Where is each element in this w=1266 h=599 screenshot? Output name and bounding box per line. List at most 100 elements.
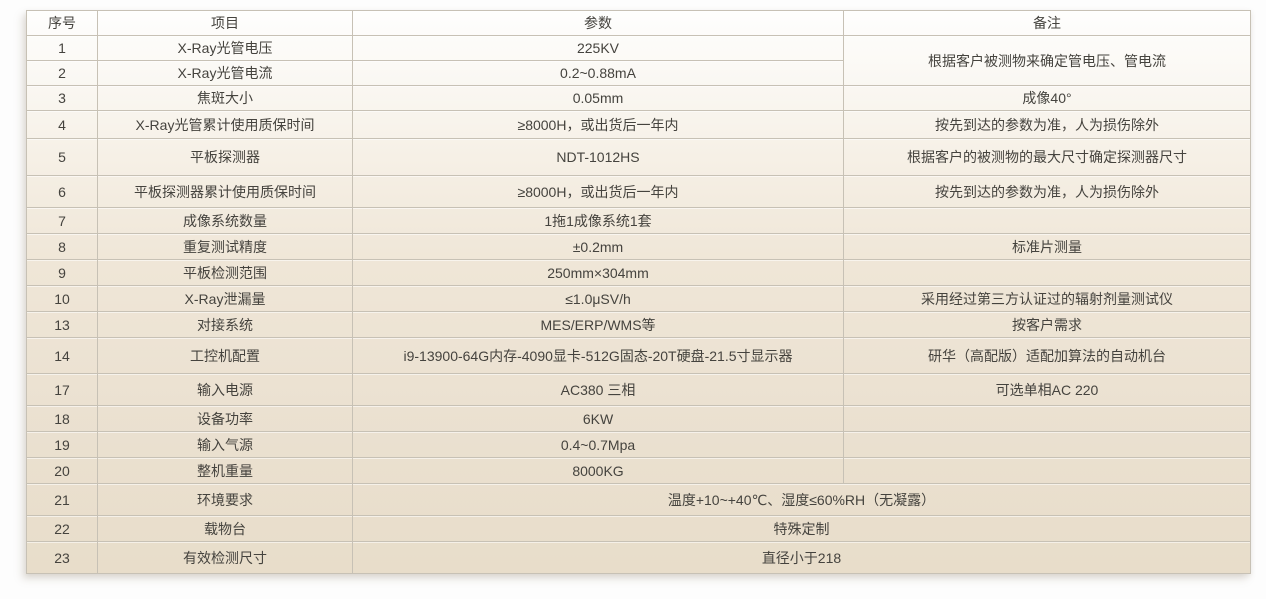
row-number-cell: 5 [26,138,98,176]
param-cell: 6KW [352,405,844,432]
param-cell: 0.05mm [352,85,844,111]
table-row: 21 环境要求 温度+10~+40℃、湿度≤60%RH（无凝露） [26,483,1251,516]
param-cell: 250mm×304mm [352,259,844,286]
row-number-cell: 2 [26,60,98,86]
table-row: 2 X-Ray光管电流 0.2~0.88mA [26,60,1251,86]
param-cell: 8000KG [352,457,844,484]
header-row: 序号 项目 参数 备注 [26,10,1251,36]
row-number-cell: 9 [26,259,98,286]
item-cell: 平板探测器 [97,138,353,176]
item-cell: 焦斑大小 [97,85,353,111]
col-header-item: 项目 [97,10,353,36]
param-cell: 1拖1成像系统1套 [352,207,844,234]
table-row: 9 平板检测范围 250mm×304mm [26,259,1251,286]
param-cell: i9-13900-64G内存-4090显卡-512G固态-20T硬盘-21.5寸… [352,337,844,374]
table-row: 22 载物台 特殊定制 [26,515,1251,542]
row-number-cell: 17 [26,373,98,406]
row-number-cell: 22 [26,515,98,542]
remark-cell: 按客户需求 [843,311,1251,338]
param-cell: ≤1.0μSV/h [352,285,844,312]
row-number-cell: 7 [26,207,98,234]
table-row: 13 对接系统 MES/ERP/WMS等 按客户需求 [26,311,1251,338]
param-cell: 温度+10~+40℃、湿度≤60%RH（无凝露） [352,483,1251,516]
table-row: 17 输入电源 AC380 三相 可选单相AC 220 [26,373,1251,406]
remark-cell [843,259,1251,286]
param-cell: MES/ERP/WMS等 [352,311,844,338]
table-row: 6 平板探测器累计使用质保时间 ≥8000H，或出货后一年内 按先到达的参数为准，人为… [26,175,1251,208]
remark-cell [843,207,1251,234]
col-header-remark: 备注 [843,10,1251,36]
remark-cell: 根据客户被测物来确定管电压、管电流 [843,35,1251,86]
item-cell: 成像系统数量 [97,207,353,234]
remark-cell [843,405,1251,432]
param-cell: 特殊定制 [352,515,1251,542]
row-number-cell: 4 [26,110,98,139]
param-cell: 0.2~0.88mA [352,60,844,86]
remark-cell: 按先到达的参数为准，人为损伤除外 [843,175,1251,208]
remark-cell: 可选单相AC 220 [843,373,1251,406]
row-number-cell: 8 [26,233,98,260]
item-cell: 载物台 [97,515,353,542]
remark-cell: 根据客户的被测物的最大尺寸确定探测器尺寸 [843,138,1251,176]
row-number-cell: 3 [26,85,98,111]
param-cell: AC380 三相 [352,373,844,406]
param-cell: 0.4~0.7Mpa [352,431,844,458]
remark-cell: 标准片测量 [843,233,1251,260]
row-number-cell: 20 [26,457,98,484]
row-number-cell: 19 [26,431,98,458]
remark-cell: 成像40° [843,85,1251,111]
item-cell: X-Ray光管电流 [97,60,353,86]
item-cell: 重复测试精度 [97,233,353,260]
param-cell: 225KV [352,35,844,61]
table-row: 19 输入气源 0.4~0.7Mpa [26,431,1251,458]
row-number-cell: 21 [26,483,98,516]
param-cell: ±0.2mm [352,233,844,260]
spec-table: 序号 项目 参数 备注 1 X-Ray光管电压 225KV 根据客户被测物来确定管电压… [26,10,1251,574]
param-cell: 直径小于218 [352,541,1251,574]
table-row: 10 X-Ray泄漏量 ≤1.0μSV/h 采用经过第三方认证过的辐射剂量测试仪 [26,285,1251,312]
remark-cell [843,457,1251,484]
row-number-cell: 13 [26,311,98,338]
table-row: 3 焦斑大小 0.05mm 成像40° [26,85,1251,111]
row-number-cell: 6 [26,175,98,208]
table-row: 7 成像系统数量 1拖1成像系统1套 [26,207,1251,234]
item-cell: X-Ray光管累计使用质保时间 [97,110,353,139]
param-cell: ≥8000H，或出货后一年内 [352,110,844,139]
item-cell: 输入气源 [97,431,353,458]
table-row: 5 平板探测器 NDT-1012HS 根据客户的被测物的最大尺寸确定探测器尺寸 [26,138,1251,176]
table-row: 1 X-Ray光管电压 225KV 根据客户被测物来确定管电压、管电流 [26,35,1251,86]
remark-cell: 研华（高配版）适配加算法的自动机台 [843,337,1251,374]
item-cell: 环境要求 [97,483,353,516]
row-number-cell: 1 [26,35,98,61]
item-cell: 对接系统 [97,311,353,338]
param-cell: ≥8000H，或出货后一年内 [352,175,844,208]
item-cell: 整机重量 [97,457,353,484]
item-cell: 输入电源 [97,373,353,406]
item-cell: 平板探测器累计使用质保时间 [97,175,353,208]
item-cell: X-Ray光管电压 [97,35,353,61]
spec-table-header: 序号 项目 参数 备注 [26,10,1251,36]
table-row: 8 重复测试精度 ±0.2mm 标准片测量 [26,233,1251,260]
table-row: 18 设备功率 6KW [26,405,1251,432]
spec-table-body: 1 X-Ray光管电压 225KV 根据客户被测物来确定管电压、管电流 2 X-Ray光管… [26,35,1251,574]
item-cell: X-Ray泄漏量 [97,285,353,312]
row-number-cell: 18 [26,405,98,432]
item-cell: 设备功率 [97,405,353,432]
item-cell: 有效检测尺寸 [97,541,353,574]
param-cell: NDT-1012HS [352,138,844,176]
table-row: 14 工控机配置 i9-13900-64G内存-4090显卡-512G固态-20T硬… [26,337,1251,374]
remark-cell: 按先到达的参数为准，人为损伤除外 [843,110,1251,139]
item-cell: 工控机配置 [97,337,353,374]
table-row: 20 整机重量 8000KG [26,457,1251,484]
row-number-cell: 14 [26,337,98,374]
row-number-cell: 10 [26,285,98,312]
item-cell: 平板检测范围 [97,259,353,286]
remark-cell [843,431,1251,458]
remark-cell: 采用经过第三方认证过的辐射剂量测试仪 [843,285,1251,312]
row-number-cell: 23 [26,541,98,574]
col-header-no: 序号 [26,10,98,36]
table-row: 4 X-Ray光管累计使用质保时间 ≥8000H，或出货后一年内 按先到达的参数为准，… [26,110,1251,139]
table-row: 23 有效检测尺寸 直径小于218 [26,541,1251,574]
col-header-param: 参数 [352,10,844,36]
